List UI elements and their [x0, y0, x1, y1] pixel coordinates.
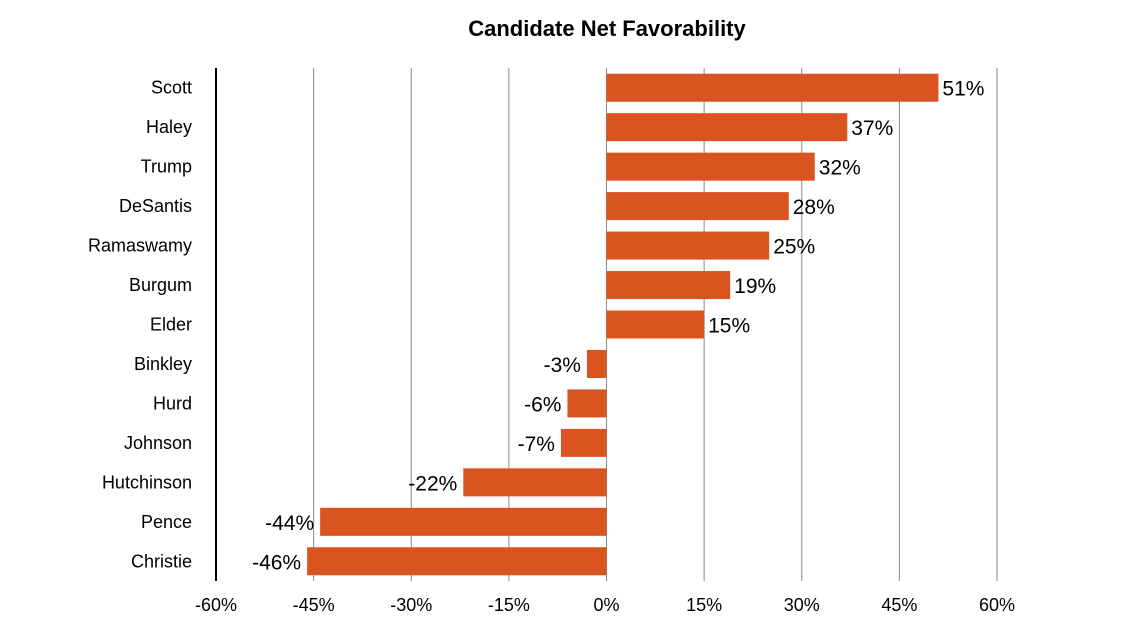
data-label: 15%	[708, 315, 750, 338]
bar	[606, 152, 815, 181]
x-tick-label: -30%	[390, 595, 432, 615]
category-label: DeSantis	[119, 196, 192, 216]
x-tick-label: -60%	[195, 595, 237, 615]
category-label: Pence	[141, 512, 192, 532]
bar	[567, 389, 607, 418]
category-label: Hurd	[153, 393, 192, 413]
category-labels: Scott Haley Trump DeSantis Ramaswamy Burgum El…	[88, 78, 192, 572]
bar	[606, 271, 731, 300]
data-label: 19%	[734, 275, 776, 298]
category-label: Hutchinson	[102, 472, 192, 492]
x-tick-label: -15%	[488, 595, 530, 615]
category-label: Elder	[150, 315, 192, 335]
data-label: 51%	[942, 78, 984, 101]
category-label: Haley	[146, 117, 192, 137]
data-label: 37%	[851, 117, 893, 140]
data-label: -7%	[518, 433, 555, 456]
data-label: 28%	[793, 196, 835, 219]
bar	[606, 73, 939, 102]
category-label: Scott	[151, 78, 192, 98]
category-label: Ramaswamy	[88, 236, 192, 256]
bar	[586, 349, 607, 378]
x-tick-label: 15%	[686, 595, 722, 615]
data-label: -44%	[265, 512, 314, 535]
bar	[320, 507, 607, 536]
bar	[606, 113, 848, 142]
chart-title: Candidate Net Favorability	[468, 16, 746, 41]
x-tick-label: 45%	[881, 595, 917, 615]
category-label: Binkley	[134, 354, 192, 374]
data-label: 25%	[773, 236, 815, 259]
x-tick-label: -45%	[293, 595, 335, 615]
data-label: 32%	[819, 157, 861, 180]
x-tick-label: 30%	[784, 595, 820, 615]
bar	[606, 231, 770, 260]
category-label: Burgum	[129, 275, 192, 295]
bar	[463, 468, 607, 497]
data-label: -6%	[524, 393, 561, 416]
category-label: Johnson	[124, 433, 192, 453]
x-tick-label: 60%	[979, 595, 1015, 615]
data-label: -22%	[408, 472, 457, 495]
bar	[560, 428, 607, 457]
bar	[606, 192, 789, 221]
data-label: -46%	[252, 551, 301, 574]
category-label: Christie	[131, 551, 192, 571]
bar	[606, 310, 705, 339]
bar	[307, 547, 607, 576]
x-tick-label: 0%	[593, 595, 619, 615]
data-labels: 51% 37% 32% 28% 25% 19% 15% -3% -6% -7% -22% -44% -4…	[252, 78, 984, 575]
x-tick-labels: -60% -45% -30% -15% 0% 15% 30% 45% 60%	[195, 595, 1015, 615]
category-label: Trump	[141, 157, 192, 177]
data-label: -3%	[544, 354, 581, 377]
bars	[307, 73, 939, 576]
